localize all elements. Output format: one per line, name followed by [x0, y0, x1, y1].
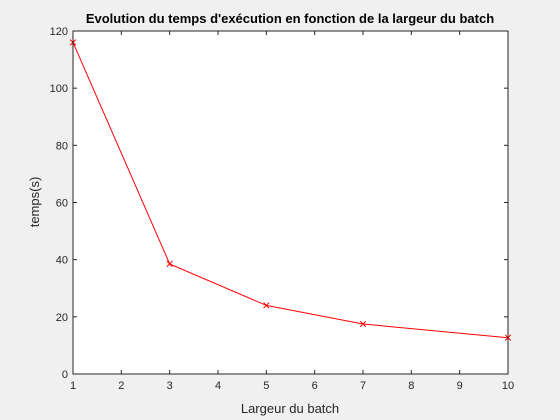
x-tick-label: 7: [360, 380, 366, 392]
x-tick-label: 3: [167, 380, 173, 392]
x-tick-label: 8: [408, 380, 414, 392]
x-tick-label: 2: [118, 380, 124, 392]
data-point-marker: [359, 320, 367, 328]
x-tick-label: 10: [502, 380, 514, 392]
data-point-marker: [263, 302, 270, 309]
x-tick-layer: 1 2 3 4 5 6 7 8 9 10: [70, 31, 514, 392]
y-tick-label: 0: [62, 369, 68, 381]
y-tick-layer: 0 20 40 60 80 100 120: [50, 26, 508, 381]
y-axis-label: temps(s): [27, 177, 42, 228]
y-tick-label: 120: [50, 26, 68, 38]
x-tick-label: 6: [312, 380, 318, 392]
chart-title: Evolution du temps d'exécution en foncti…: [86, 11, 494, 26]
y-tick-label: 100: [50, 83, 68, 95]
data-point-marker: [166, 260, 173, 268]
x-tick-label: 1: [70, 380, 76, 392]
y-tick-label: 20: [56, 312, 68, 324]
y-tick-label: 60: [56, 198, 68, 210]
x-tick-label: 4: [215, 380, 221, 392]
x-axis-label: Largeur du batch: [241, 401, 339, 416]
plot-area: [73, 31, 508, 374]
y-tick-label: 40: [56, 255, 68, 267]
x-tick-label: 9: [457, 380, 463, 392]
x-tick-label: 5: [263, 380, 269, 392]
y-tick-label: 80: [56, 140, 68, 152]
